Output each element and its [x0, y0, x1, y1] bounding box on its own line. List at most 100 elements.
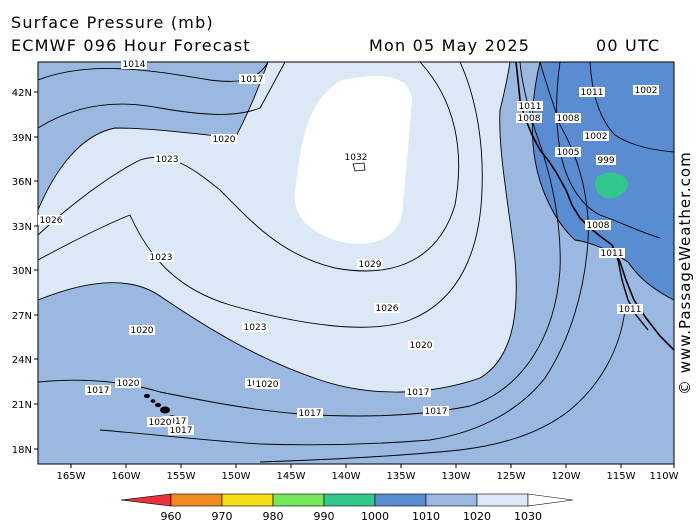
- isobar-label: 1008: [518, 114, 541, 124]
- forecast-time: 00 UTC: [596, 36, 661, 55]
- isobar-label: 1002: [635, 86, 658, 96]
- island: [144, 393, 150, 399]
- lat-tick-label: 42N: [12, 88, 32, 99]
- colorbar-label: 960: [161, 510, 182, 523]
- isobar-label: 1002: [585, 132, 608, 142]
- isobar-label-bg: [405, 387, 431, 397]
- lat-tick-label: 39N: [12, 133, 32, 144]
- isobar-label: 1020: [117, 379, 140, 389]
- isobar-label-bg: [38, 215, 64, 225]
- isobar-label-group: 1014101710201023102610231029102610231020…: [38, 59, 659, 436]
- island: [160, 406, 170, 414]
- colorbar-label: 980: [263, 510, 284, 523]
- colorbar-high-cap: [527, 493, 574, 507]
- isobar-label: 1020: [410, 341, 433, 351]
- high-center-contour: [352, 162, 366, 172]
- lat-tick-label: 36N: [12, 177, 32, 188]
- lat-tick-label: 27N: [12, 311, 32, 322]
- isobar-label-bg: [121, 59, 147, 69]
- isobar-label: 1017: [241, 75, 264, 85]
- isobar-label: 1008: [587, 221, 610, 231]
- isobar-label-bg: [129, 325, 155, 335]
- isobar-label: 1017: [299, 409, 322, 419]
- isobar-label-bg: [254, 379, 280, 389]
- lat-tick-label: 24N: [12, 355, 32, 366]
- lon-tick-label: 150W: [222, 471, 251, 482]
- colorbar-segment: [170, 493, 223, 507]
- colorbar-label: 1010: [412, 510, 440, 523]
- colorbar-label: 1000: [361, 510, 389, 523]
- high-center-group: 1032: [345, 153, 368, 172]
- forecast-date: Mon 05 May 2025: [369, 36, 531, 55]
- lon-tick-label: 120W: [552, 471, 581, 482]
- colorbar-segment: [323, 493, 376, 507]
- isobar-label-bg: [596, 155, 616, 165]
- isobar-label-bg: [148, 252, 174, 262]
- lon-tick-label: 145W: [277, 471, 306, 482]
- isobar-label: 1017: [164, 417, 187, 427]
- isobar-label-bg: [168, 425, 194, 435]
- isobar-label: 1023: [244, 323, 267, 333]
- isobar-label-bg: [162, 416, 188, 426]
- isobar-label-bg: [517, 101, 543, 111]
- isobar-label-bg: [297, 408, 323, 418]
- isobar-label-bg: [516, 113, 542, 123]
- model-forecast-label: ECMWF 096 Hour Forecast: [11, 36, 251, 55]
- colorbar-segment: [374, 493, 427, 507]
- map-frame: [37, 61, 675, 465]
- colorbar-segment: [425, 493, 478, 507]
- isobar-label: 1020: [213, 135, 236, 145]
- isobar-label: 1020: [256, 380, 279, 390]
- colorbar-label: 1030: [514, 510, 542, 523]
- lon-tick-label: 135W: [387, 471, 416, 482]
- isobar-label-bg: [239, 74, 265, 84]
- isobar-label-bg: [357, 259, 383, 269]
- lon-tick-label: 125W: [497, 471, 526, 482]
- isobar-label-bg: [85, 385, 111, 395]
- isobar-label: 1011: [601, 249, 624, 259]
- isobar-label-bg: [585, 220, 611, 230]
- isobar-label: 1017: [425, 407, 448, 417]
- isobar-label-bg: [408, 340, 434, 350]
- isobar-label: 1014: [123, 60, 146, 70]
- isobar-label: 1020: [149, 418, 172, 428]
- lat-tick-label: 18N: [12, 445, 32, 456]
- map-title: Surface Pressure (mb): [11, 13, 214, 32]
- isobar-label-bg: [242, 322, 268, 332]
- isobar-label: 1017: [170, 426, 193, 436]
- lon-tick-label: 110W: [650, 471, 679, 482]
- lon-tick-label: 155W: [167, 471, 196, 482]
- colorbar-segment: [476, 493, 529, 507]
- lon-tick-label: 140W: [332, 471, 361, 482]
- island: [155, 402, 161, 408]
- isobar-label-bg: [154, 154, 180, 164]
- isobar-label: 1023: [156, 155, 179, 165]
- colorbar-label: 1020: [463, 510, 491, 523]
- high-center-label: 1032: [345, 153, 368, 163]
- isobar-label-bg: [583, 131, 609, 141]
- lat-tick-label: 21N: [12, 400, 32, 411]
- isobar-label-bg: [115, 378, 141, 388]
- high-pressure-core: [294, 75, 412, 244]
- lon-tick-label: 115W: [607, 471, 636, 482]
- isobar-label-bg: [374, 303, 400, 313]
- isobar-label-bg: [579, 87, 605, 97]
- isobar-label: 1026: [40, 216, 63, 226]
- isobar-label-bg: [617, 304, 643, 314]
- colorbar-label: 970: [212, 510, 233, 523]
- map-field: [38, 62, 674, 464]
- latitude-axis: 42N 39N 36N 33N 30N 27N 24N 21N 18N: [12, 88, 38, 456]
- lon-tick-label: 165W: [57, 471, 86, 482]
- isobar-label-bg: [633, 85, 659, 95]
- pressure-colorbar: 960 970 980 990 1000 1010 1020 1030: [120, 493, 574, 523]
- isobar-label: 1005: [557, 148, 580, 158]
- isobar-label-bg: [555, 113, 581, 123]
- isobar-label: 1029: [359, 260, 382, 270]
- colorbar-low-cap: [120, 493, 172, 507]
- isobar-label: 1020: [131, 326, 154, 336]
- colorbar-segment: [272, 493, 325, 507]
- isobar-label: 1023: [150, 253, 173, 263]
- isobar-label: 1026: [376, 304, 399, 314]
- isobar-label-bg: [147, 417, 173, 427]
